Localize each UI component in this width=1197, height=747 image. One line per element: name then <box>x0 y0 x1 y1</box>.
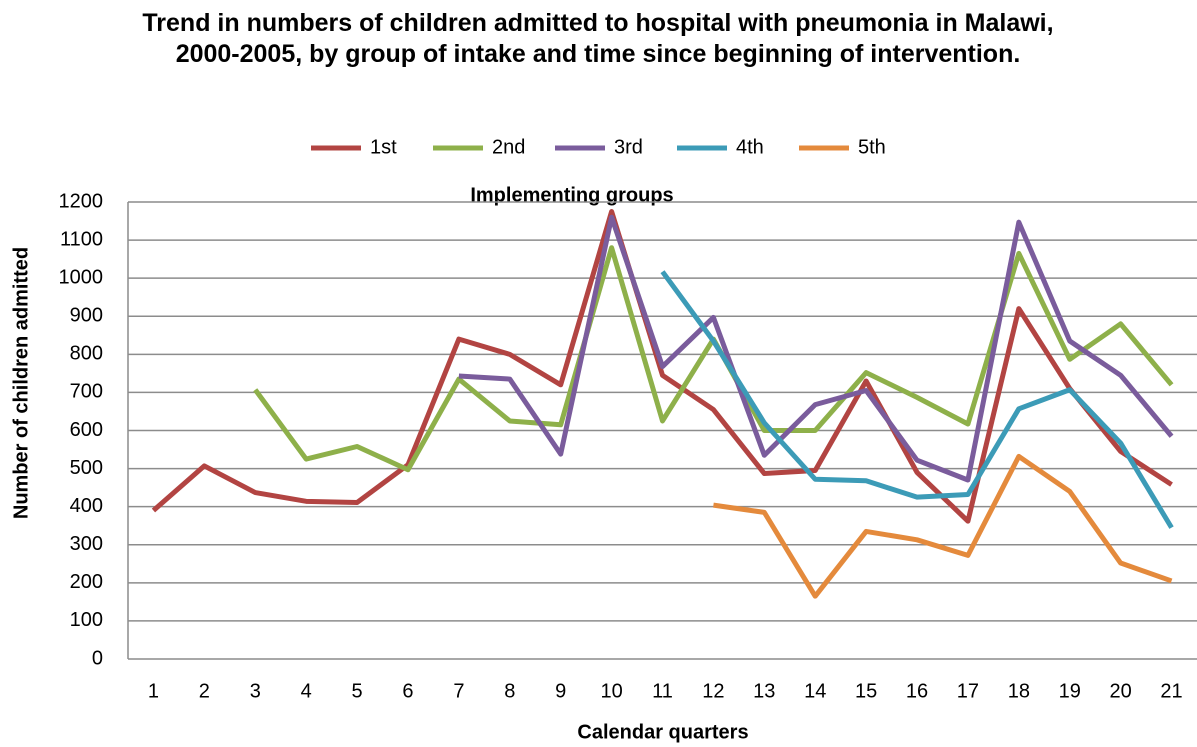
legend-label: 1st <box>370 136 397 158</box>
y-tick-label: 400 <box>70 495 103 517</box>
x-tick-label: 1 <box>148 680 159 702</box>
legend-label: 2nd <box>492 136 525 158</box>
y-tick-label: 800 <box>70 343 103 365</box>
y-tick-label: 0 <box>92 647 103 669</box>
series-line <box>660 270 1174 529</box>
series-line <box>458 214 1174 483</box>
chart-title: Trend in numbers of children admitted to… <box>142 9 1054 68</box>
y-tick-label: 1000 <box>59 266 104 288</box>
x-tick-label: 19 <box>1059 680 1081 702</box>
x-tick-label: 16 <box>906 680 928 702</box>
x-tick-label: 4 <box>301 680 312 702</box>
series-line <box>253 245 1174 473</box>
x-tick-label: 18 <box>1008 680 1030 702</box>
x-tick-label: 17 <box>957 680 979 702</box>
y-tick-label: 100 <box>70 609 103 631</box>
x-tick-label: 12 <box>702 680 724 702</box>
x-tick-label: 8 <box>504 680 515 702</box>
x-tick-label: 2 <box>199 680 210 702</box>
x-tick-label: 21 <box>1160 680 1182 702</box>
x-tick-label: 9 <box>555 680 566 702</box>
x-axis-label: Calendar quarters <box>577 721 748 743</box>
x-tick-label: 15 <box>855 680 877 702</box>
x-tick-label: 14 <box>804 680 826 702</box>
x-tick-label: 3 <box>250 680 261 702</box>
y-tick-label: 200 <box>70 571 103 593</box>
y-tick-label: 300 <box>70 533 103 555</box>
x-tick-label: 6 <box>402 680 413 702</box>
series-line <box>151 209 1173 524</box>
y-tick-label: 700 <box>70 381 103 403</box>
x-tick-label: 10 <box>600 680 622 702</box>
y-tick-label: 1200 <box>59 190 104 212</box>
legend-label: 4th <box>736 136 764 158</box>
series-line <box>713 453 1173 599</box>
y-tick-label: 600 <box>70 419 103 441</box>
legend-label: 5th <box>858 136 886 158</box>
x-tick-label: 7 <box>453 680 464 702</box>
x-tick-label: 5 <box>352 680 363 702</box>
y-tick-label: 1100 <box>60 228 103 250</box>
x-tick-label: 13 <box>753 680 775 702</box>
legend-label: 3rd <box>614 136 643 158</box>
x-tick-label: 11 <box>652 680 673 702</box>
y-tick-label: 500 <box>70 457 103 479</box>
y-axis-label: Number of children admitted <box>10 247 32 519</box>
x-tick-label: 20 <box>1110 680 1132 702</box>
annotation: Implementing groups <box>470 184 673 206</box>
y-tick-label: 900 <box>70 305 103 327</box>
